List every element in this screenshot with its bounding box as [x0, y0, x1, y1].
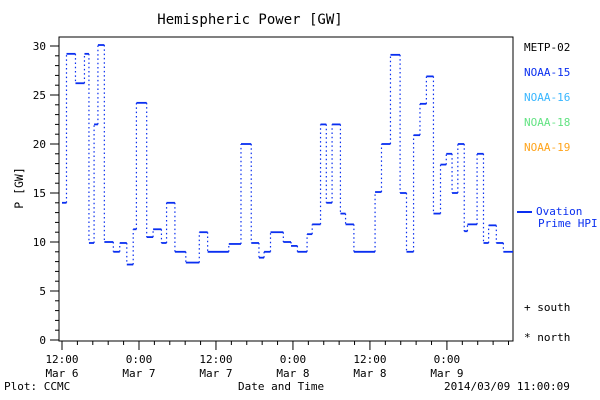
plot-source-label: Plot: CCMC	[4, 380, 71, 393]
svg-text:30: 30	[33, 40, 46, 53]
asterisk-marker-icon: *	[524, 331, 531, 344]
legend-item-ovation-prime-hpi: Ovation Prime HPI	[517, 206, 598, 230]
svg-text:Mar 6: Mar 6	[45, 367, 78, 380]
y-axis-label: P [GW]	[12, 167, 26, 209]
svg-text:0: 0	[39, 334, 46, 347]
x-axis-title: Date and Time	[238, 380, 325, 393]
svg-text:Mar 7: Mar 7	[199, 367, 232, 380]
plus-marker-icon: +	[524, 301, 531, 314]
legend-item-noaa16: NOAA-16	[524, 91, 571, 104]
svg-text:0:00: 0:00	[434, 353, 461, 366]
south-label: south	[537, 301, 571, 314]
legend-item-north: * north	[524, 331, 570, 344]
svg-text:Mar 8: Mar 8	[276, 367, 309, 380]
legend-item-noaa15: NOAA-15	[524, 66, 571, 79]
legend-item-metp02: METP-02	[524, 41, 571, 54]
svg-text:10: 10	[33, 236, 46, 249]
svg-text:Mar 7: Mar 7	[122, 367, 155, 380]
svg-text:12:00: 12:00	[45, 353, 78, 366]
svg-text:5: 5	[39, 285, 46, 298]
svg-text:Mar 9: Mar 9	[430, 367, 463, 380]
legend-item-noaa18: NOAA-18	[524, 116, 571, 129]
svg-text:20: 20	[33, 138, 46, 151]
svg-text:15: 15	[33, 187, 46, 200]
north-label: north	[537, 331, 571, 344]
ovation-label-line1: Ovation	[536, 205, 583, 218]
svg-text:12:00: 12:00	[199, 353, 232, 366]
legend-item-south: + south	[524, 301, 570, 314]
svg-text:Mar 8: Mar 8	[353, 367, 386, 380]
svg-text:25: 25	[33, 89, 46, 102]
plot-timestamp: 2014/03/09 11:00:09	[444, 380, 570, 393]
ovation-label-line2: Prime HPI	[538, 217, 598, 230]
ovation-line-marker	[517, 211, 532, 213]
legend-item-noaa19: NOAA-19	[524, 141, 571, 154]
svg-text:12:00: 12:00	[353, 353, 386, 366]
svg-text:0:00: 0:00	[280, 353, 307, 366]
svg-text:0:00: 0:00	[126, 353, 153, 366]
chart-title: Hemispheric Power [GW]	[157, 12, 343, 28]
